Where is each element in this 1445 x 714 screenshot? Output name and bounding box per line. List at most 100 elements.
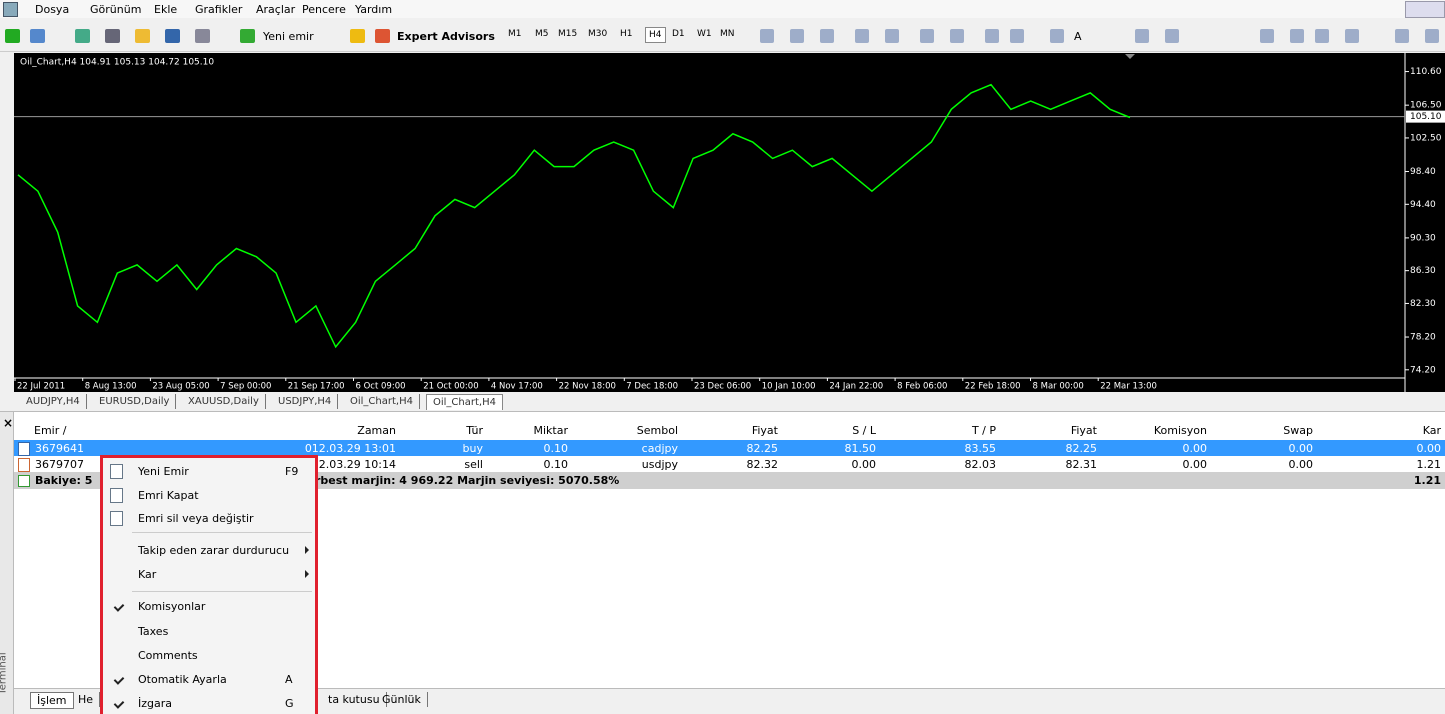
chart-tab[interactable]: USDJPY,H4 [272, 394, 339, 409]
order-cell: usdjpy [641, 458, 678, 471]
menu-item[interactable]: Pencere [302, 3, 346, 16]
chart-tab[interactable]: EURUSD,Daily [93, 394, 177, 409]
terminal-tab[interactable]: He [72, 692, 101, 707]
column-header[interactable]: Emir / [34, 424, 67, 437]
toolbar-icon[interactable] [885, 29, 899, 43]
toolbar-icon[interactable] [950, 29, 964, 43]
menu-item[interactable]: Görünüm [90, 3, 142, 16]
column-header[interactable]: T / P [971, 424, 996, 437]
menu-shortcut: G [285, 697, 294, 710]
order-cell: 82.31 [1065, 458, 1098, 471]
timeframe-button[interactable]: W1 [697, 29, 712, 39]
chart-tab[interactable]: Oil_Chart,H4 [426, 394, 503, 410]
toolbar-icon[interactable] [1050, 29, 1064, 43]
order-cell: 0.00 [851, 458, 877, 471]
toolbar-icon[interactable] [5, 29, 20, 43]
toolbar-icon[interactable] [1165, 29, 1179, 43]
menu-item[interactable]: Yeni Emir [138, 465, 189, 478]
app-icon [3, 2, 18, 17]
terminal-tab[interactable]: Günlük [376, 692, 428, 707]
menu-item[interactable]: Emri Kapat [138, 489, 199, 502]
menu-item[interactable]: Yardım [355, 3, 393, 16]
timeframe-button[interactable]: MN [720, 29, 735, 39]
y-tick-label: 102.50 [1410, 133, 1442, 143]
menu-item[interactable]: Komisyonlar [138, 600, 206, 613]
toolbar-icon[interactable] [350, 29, 365, 43]
timeframe-button[interactable]: H4 [645, 27, 666, 43]
chart-tab[interactable]: XAUUSD,Daily [182, 394, 266, 409]
menu-item[interactable]: Comments [138, 649, 198, 662]
column-header[interactable]: Fiyat [751, 424, 778, 437]
column-header[interactable]: S / L [852, 424, 876, 437]
order-cell: 0.10 [543, 458, 569, 471]
x-tick-label: 22 Jul 2011 [17, 382, 65, 392]
column-header[interactable]: Zaman [357, 424, 396, 437]
toolbar-icon[interactable] [240, 29, 255, 43]
toolbar-icon[interactable] [1260, 29, 1274, 43]
toolbar-icon[interactable] [1290, 29, 1304, 43]
column-header[interactable]: Kar [1422, 424, 1441, 437]
terminal-tab[interactable]: ta kutusu [322, 692, 387, 707]
menu-item[interactable]: Takip eden zarar durdurucu [138, 544, 290, 557]
context-menu [100, 455, 318, 714]
y-tick-label: 90.30 [1410, 233, 1436, 243]
x-tick-label: 23 Dec 06:00 [694, 382, 751, 392]
close-button[interactable]: × [3, 416, 14, 430]
toolbar-icon[interactable] [195, 29, 210, 43]
toolbar-icon[interactable] [1395, 29, 1409, 43]
x-tick-label: 24 Jan 22:00 [829, 382, 883, 392]
menu-item[interactable]: Emri sil veya değiştir [138, 512, 254, 525]
toolbar-icon[interactable] [1315, 29, 1329, 43]
menu-item[interactable]: Dosya [35, 3, 70, 16]
chart-tab-bar [0, 393, 1445, 412]
toolbar-icon[interactable] [790, 29, 804, 43]
toolbar-icon[interactable] [1135, 29, 1149, 43]
menu-item[interactable]: Otomatik Ayarla [138, 673, 227, 686]
timeframe-button[interactable]: H1 [620, 29, 633, 39]
x-tick-label: 22 Feb 18:00 [965, 382, 1021, 392]
menu-item[interactable]: İzgara [138, 697, 173, 710]
toolbar-icon[interactable] [105, 29, 120, 43]
order-cell: 82.32 [746, 458, 779, 471]
menu-item[interactable]: Taxes [138, 625, 169, 638]
toolbar-icon[interactable] [375, 29, 390, 43]
summary-profit: 1.21 [1413, 474, 1441, 487]
menu-item[interactable]: Kar [138, 568, 157, 581]
timeframe-button[interactable]: D1 [672, 29, 685, 39]
toolbar-icon[interactable] [1010, 29, 1024, 43]
toolbar-icon[interactable] [135, 29, 150, 43]
toolbar-icon[interactable] [30, 29, 45, 43]
submenu-arrow [305, 570, 309, 578]
timeframe-button[interactable]: M15 [558, 29, 578, 39]
new-order-button[interactable]: Yeni emir [263, 30, 314, 43]
toolbar-icon[interactable] [855, 29, 869, 43]
timeframe-button[interactable]: M1 [508, 29, 522, 39]
column-header[interactable]: Fiyat [1070, 424, 1097, 437]
toolbar-icon[interactable] [920, 29, 934, 43]
order-cell: 012.03.29 13:01 [304, 442, 396, 455]
toolbar-icon[interactable] [165, 29, 180, 43]
column-header[interactable]: Komisyon [1153, 424, 1207, 437]
column-header[interactable]: Swap [1283, 424, 1313, 437]
toolbar-icon[interactable] [75, 29, 90, 43]
column-header[interactable]: Miktar [533, 424, 569, 437]
column-header[interactable]: Tür [466, 424, 483, 437]
toolbar-icon[interactable] [820, 29, 834, 43]
toolbar-icon[interactable] [1345, 29, 1359, 43]
toolbar-icon[interactable] [985, 29, 999, 43]
text-tool[interactable]: A [1074, 30, 1082, 43]
timeframe-button[interactable]: M30 [588, 29, 608, 39]
menu-item[interactable]: Araçlar [256, 3, 296, 16]
chart-tab[interactable]: AUDJPY,H4 [20, 394, 87, 409]
x-tick-label: 8 Mar 00:00 [1033, 382, 1084, 392]
menu-shortcut: F9 [285, 465, 299, 478]
terminal-tab[interactable]: İşlem [30, 692, 74, 709]
timeframe-button[interactable]: M5 [535, 29, 549, 39]
expert-advisors-button[interactable]: Expert Advisors [397, 30, 495, 43]
toolbar-icon[interactable] [1425, 29, 1439, 43]
chart-tab[interactable]: Oil_Chart,H4 [344, 394, 420, 409]
menu-item[interactable]: Grafikler [195, 3, 243, 16]
column-header[interactable]: Sembol [636, 424, 678, 437]
toolbar-icon[interactable] [760, 29, 774, 43]
menu-item[interactable]: Ekle [154, 3, 178, 16]
